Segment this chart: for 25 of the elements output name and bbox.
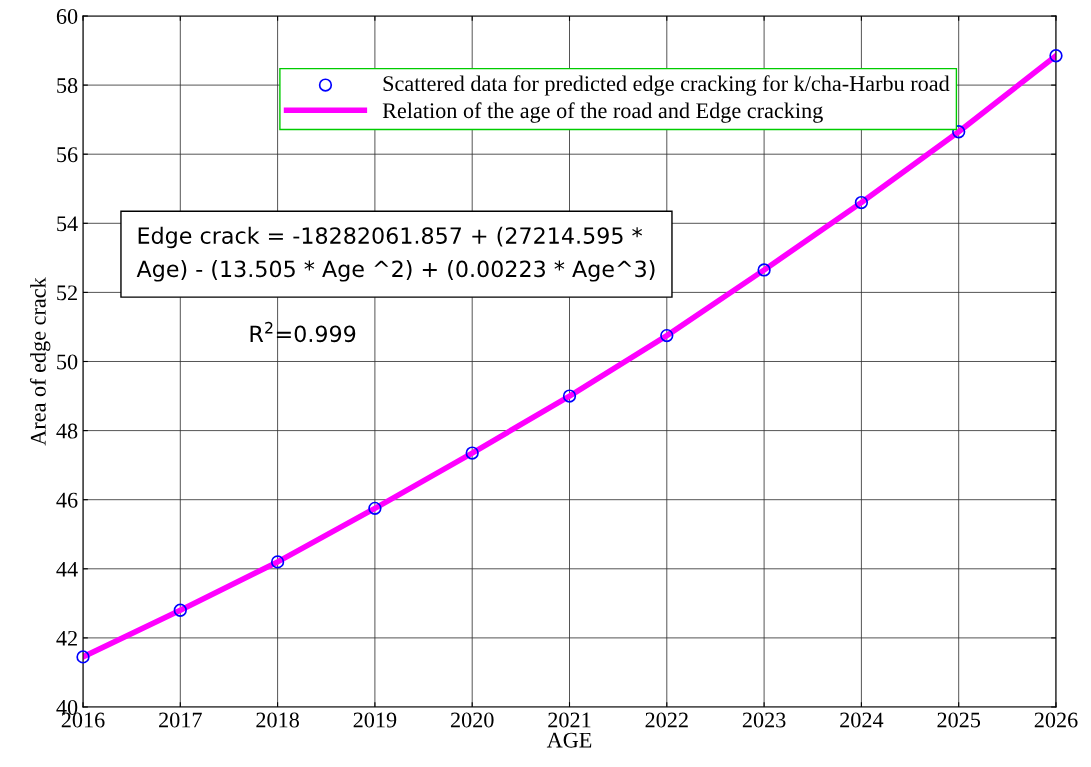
x-tick-label: 2019	[353, 712, 397, 728]
x-tick-label: 2024	[840, 712, 884, 728]
y-tick-label: 46	[56, 492, 78, 508]
y-tick-label: 60	[56, 8, 78, 24]
x-tick-label: 2018	[256, 712, 299, 728]
y-tick-label: 42	[56, 630, 77, 646]
x-tick-label: 2022	[645, 712, 688, 728]
x-tick-label: 2023	[742, 712, 786, 728]
annotation: Edge crack = -18282061.857 + (27214.595 * Age) - (13.505 * Age ^2) + (0.00223 * Age^3)	[136, 226, 655, 282]
y-tick-label: 54	[57, 216, 78, 232]
x-tick-label: 2020	[450, 712, 494, 728]
y-axis-title: Area of edge crack	[29, 277, 51, 446]
y-tick-label: 52	[57, 285, 77, 301]
y-tick-label: 48	[56, 423, 78, 439]
x-tick-label: 2026	[1034, 712, 1078, 728]
x-axis-title: AGE	[546, 732, 592, 748]
x-tick-label: 2025	[937, 712, 981, 728]
legend-label: Scattered data for predicted edge cracking for k/cha-Harbu road	[383, 75, 950, 96]
y-tick-label: 50	[57, 354, 78, 370]
y-tick-label: 44	[56, 561, 78, 577]
x-tick-label: 2021	[548, 712, 591, 728]
legend-label: Relation of the age of the road and Edge cracking	[382, 102, 823, 123]
x-tick-label: 2017	[159, 712, 202, 728]
y-tick-label: 58	[57, 78, 78, 94]
y-tick-label: 56	[57, 147, 78, 163]
